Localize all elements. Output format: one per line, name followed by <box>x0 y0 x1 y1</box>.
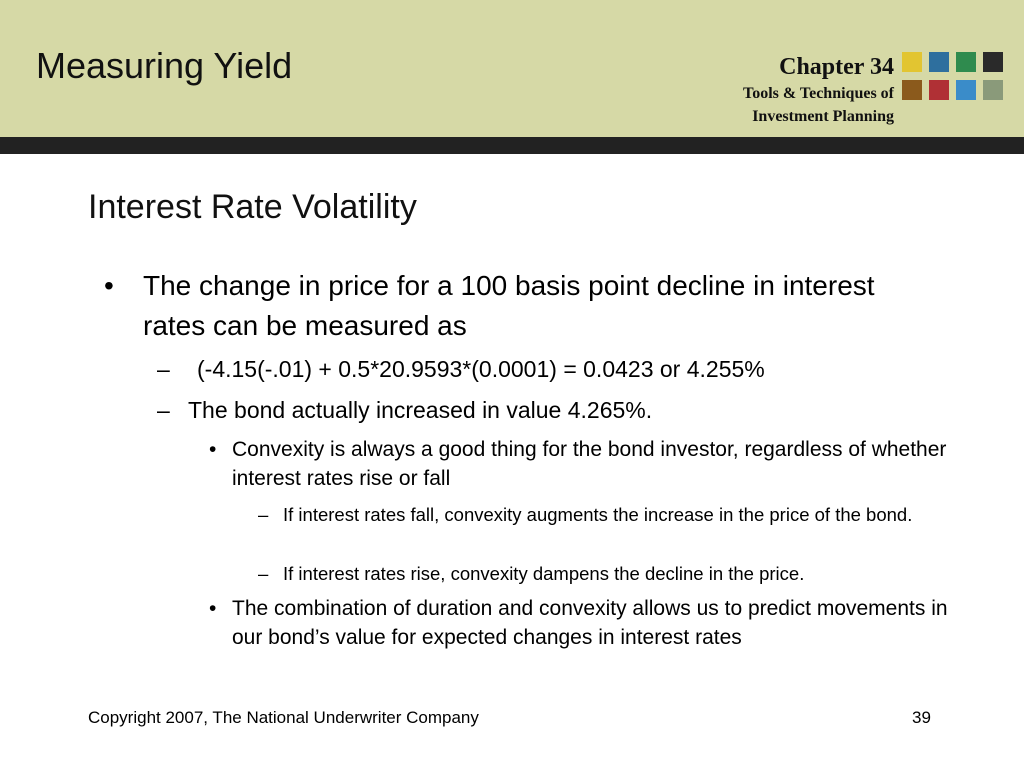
dash-marker: – <box>157 397 170 423</box>
color-square <box>956 80 976 100</box>
color-square <box>929 52 949 72</box>
dash-marker: – <box>157 356 170 382</box>
book-title-line-1: Tools & Techniques of <box>742 85 894 102</box>
convexity-note: Convexity is always a good thing for the… <box>232 438 947 490</box>
duration-convexity-note: The combination of duration and convexit… <box>232 597 948 649</box>
dash-marker: – <box>258 504 269 525</box>
section-heading: Interest Rate Volatility <box>88 188 417 226</box>
color-square <box>902 80 922 100</box>
color-square <box>983 80 1003 100</box>
sub-bullet-marker: • <box>209 438 217 461</box>
color-squares-logo <box>902 52 1006 102</box>
formula-line: (-4.15(-.01) + 0.5*20.9593*(0.0001) = 0.… <box>197 356 765 382</box>
bullet-marker: • <box>104 270 114 301</box>
slide-title: Measuring Yield <box>36 45 293 86</box>
chapter-block: Chapter 34 Tools & Techniques of Investm… <box>743 52 894 128</box>
main-bullet-text: The change in price for a 100 basis poin… <box>143 270 875 341</box>
color-square <box>902 52 922 72</box>
copyright-footer: Copyright 2007, The National Underwriter… <box>88 708 479 727</box>
book-title-line-2: Investment Planning <box>752 108 894 125</box>
color-square <box>929 80 949 100</box>
sub-bullet-marker: • <box>209 597 217 620</box>
header-divider-bar <box>0 137 1024 154</box>
header-band <box>0 0 1024 137</box>
increase-note: The bond actually increased in value 4.2… <box>188 397 653 423</box>
color-square <box>956 52 976 72</box>
color-square <box>983 52 1003 72</box>
rates-rise-note: If interest rates rise, convexity dampen… <box>283 563 805 584</box>
dash-marker: – <box>258 563 269 584</box>
page-number: 39 <box>912 708 931 727</box>
rates-fall-note: If interest rates fall, convexity augmen… <box>283 504 913 525</box>
chapter-number: Chapter 34 <box>779 54 894 80</box>
